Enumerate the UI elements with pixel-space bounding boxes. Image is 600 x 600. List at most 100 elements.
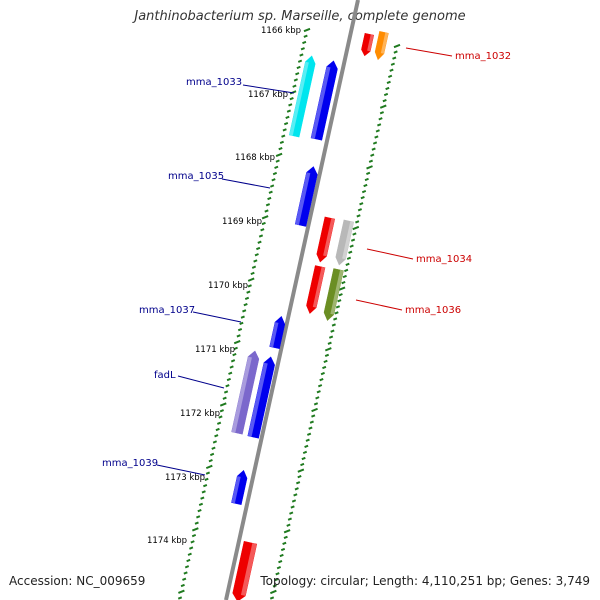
tick-mark [230, 359, 236, 363]
tick-mark [338, 286, 346, 291]
tick-mark [270, 589, 277, 595]
gene-arrow[interactable] [334, 219, 355, 266]
tick-mark [338, 293, 343, 297]
gene-arrow-highlight [231, 476, 241, 504]
tick-mark [244, 296, 250, 301]
tick-mark [345, 262, 350, 267]
tick-mark [324, 353, 330, 357]
tick-mark [286, 523, 291, 527]
tick-mark [242, 309, 247, 313]
gene-arrow[interactable] [294, 166, 319, 227]
tick-mark [191, 527, 199, 532]
tick-mark [257, 240, 262, 244]
tick-mark [379, 104, 387, 109]
tick-mark [304, 444, 309, 448]
gene-arrow[interactable] [269, 315, 287, 349]
tick-mark [184, 565, 190, 569]
tick-mark [308, 426, 313, 430]
gene-arrow[interactable] [289, 55, 316, 138]
gene-arrow[interactable] [231, 541, 258, 600]
tick-mark [382, 98, 387, 103]
tick-mark [297, 468, 305, 473]
tick-mark [295, 72, 300, 76]
gene-label[interactable]: mma_1034 [416, 254, 472, 265]
gene-arrow[interactable] [247, 356, 276, 439]
gene-label[interactable]: mma_1037 [139, 305, 195, 316]
tick-mark [247, 277, 255, 282]
gene-arrow[interactable] [231, 469, 248, 505]
tick-mark [289, 97, 294, 101]
tick-mark [366, 171, 371, 176]
gene-arrow-highlight [380, 32, 389, 54]
tick-mark [239, 321, 244, 325]
tick-mark [256, 246, 261, 251]
tick-mark [301, 456, 306, 461]
gene-label[interactable]: mma_1033 [186, 77, 242, 88]
tick-mark [303, 34, 308, 38]
tick-mark [356, 214, 361, 218]
accession-text: Accession: NC_009659 [9, 574, 146, 588]
gene-label[interactable]: fadL [154, 370, 176, 381]
tick-mark [243, 303, 248, 307]
tick-mark [328, 335, 334, 339]
kbp-labels: 1166 kbp 1167 kbp 1168 kbp 1169 kbp 1170 kbp… [147, 26, 301, 546]
tick-mark [254, 253, 259, 257]
gene-arrow-highlight [342, 221, 354, 260]
tick-mark [261, 215, 269, 220]
gene-features [231, 31, 389, 600]
gene-label[interactable]: mma_1036 [405, 305, 461, 316]
gene-label-leader [177, 375, 225, 389]
gene-label[interactable]: mma_1032 [455, 51, 511, 62]
tick-mark [334, 311, 339, 315]
gene-arrow-highlight [323, 218, 335, 257]
gene-label[interactable]: mma_1039 [102, 458, 158, 469]
gene-arrow-highlight [312, 266, 326, 308]
tick-mark [190, 540, 195, 544]
tick-mark [357, 208, 363, 212]
gene-arrow-body [374, 31, 389, 61]
tick-mark [187, 552, 192, 556]
gene-arrow-body [323, 268, 344, 321]
tick-mark [225, 384, 230, 388]
tick-mark [311, 414, 316, 418]
tick-mark [282, 541, 287, 546]
gene-label-leader [242, 84, 295, 94]
gene-arrow-body [294, 166, 318, 227]
tick-mark [283, 529, 291, 534]
gene-arrow[interactable] [315, 216, 336, 263]
tick-mark [261, 221, 266, 226]
tick-mark [359, 202, 364, 206]
kbp-label: 1166 kbp [261, 26, 301, 36]
gene-arrow[interactable] [310, 60, 339, 141]
tick-mark [327, 341, 332, 345]
tick-mark [280, 547, 286, 552]
gene-label[interactable]: mma_1035 [168, 171, 224, 182]
tick-mark [229, 365, 234, 369]
gene-arrow[interactable] [305, 265, 326, 314]
tick-mark [271, 178, 276, 182]
tick-mark [228, 371, 233, 375]
tick-mark [204, 477, 209, 482]
tick-mark [341, 280, 346, 285]
tick-mark [366, 165, 373, 170]
gene-arrow[interactable] [231, 350, 261, 435]
tick-mark [226, 377, 231, 382]
tick-mark [383, 92, 389, 97]
tick-mark [374, 135, 379, 139]
gene-arrow-body [361, 32, 375, 57]
gene-arrow-body [310, 60, 338, 141]
tick-mark [278, 559, 283, 564]
gene-arrow[interactable] [323, 268, 344, 322]
gene-arrow[interactable] [374, 31, 389, 61]
tick-mark [278, 146, 283, 151]
gene-arrow[interactable] [360, 32, 375, 57]
gene-arrow-highlight [240, 543, 257, 596]
tick-mark [385, 86, 390, 91]
tick-mark [349, 244, 354, 248]
tick-mark [289, 511, 294, 515]
tick-mark [281, 134, 286, 138]
tick-mark [297, 59, 303, 63]
gene-arrow-body [335, 219, 355, 266]
gene-label-leader [192, 311, 242, 323]
tick-mark [303, 27, 311, 33]
